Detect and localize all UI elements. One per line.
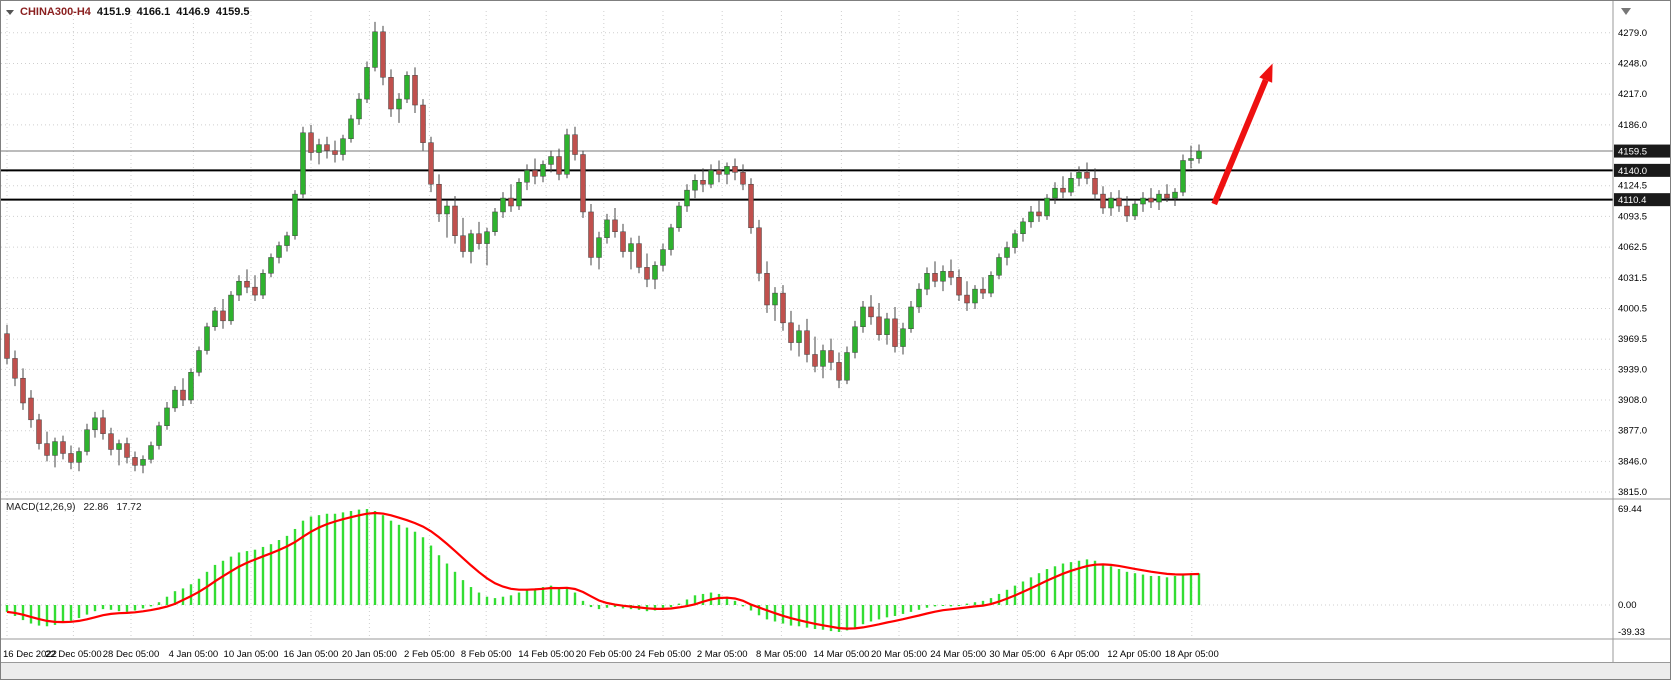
chevron-down-icon[interactable] (6, 9, 14, 15)
grid-layer (1, 11, 1613, 639)
symbol-info: CHINA300-H4 4151.9 4166.1 4146.9 4159.5 (6, 6, 250, 18)
svg-text:0.00: 0.00 (1618, 600, 1637, 611)
svg-text:3908.0: 3908.0 (1618, 395, 1647, 406)
svg-text:10 Jan 05:00: 10 Jan 05:00 (224, 649, 279, 660)
svg-text:20 Jan 05:00: 20 Jan 05:00 (342, 649, 397, 660)
svg-text:14 Mar 05:00: 14 Mar 05:00 (813, 649, 869, 660)
svg-text:4279.0: 4279.0 (1618, 28, 1647, 39)
svg-text:4217.0: 4217.0 (1618, 89, 1647, 100)
candlestick-series (4, 21, 1202, 474)
svg-text:69.44: 69.44 (1618, 504, 1642, 515)
svg-text:3969.5: 3969.5 (1618, 334, 1647, 345)
svg-text:14 Feb 05:00: 14 Feb 05:00 (518, 649, 574, 660)
svg-text:4159.5: 4159.5 (1618, 147, 1647, 158)
svg-text:20 Feb 05:00: 20 Feb 05:00 (576, 649, 632, 660)
svg-text:2 Feb 05:00: 2 Feb 05:00 (404, 649, 455, 660)
quote-open: 4151.9 (96, 6, 131, 18)
axis-labels: 4279.0 4248.0 4217.0 4186.0 4124.5 4093.5 4062… (3, 28, 1647, 660)
svg-text:22 Dec 05:00: 22 Dec 05:00 (45, 649, 102, 660)
svg-text:4110.4: 4110.4 (1618, 195, 1646, 206)
svg-text:8 Mar 05:00: 8 Mar 05:00 (756, 649, 807, 660)
level-price-badge (1614, 163, 1670, 177)
quote-close: 4159.5 (215, 6, 250, 18)
svg-text:4186.0: 4186.0 (1618, 120, 1647, 131)
svg-text:20 Mar 05:00: 20 Mar 05:00 (871, 649, 927, 660)
macd-indicator-label: MACD(12,26,9) 22.86 17.72 (6, 502, 142, 513)
svg-text:8 Feb 05:00: 8 Feb 05:00 (461, 649, 512, 660)
svg-text:28 Dec 05:00: 28 Dec 05:00 (103, 649, 160, 660)
quote-high: 4166.1 (136, 6, 171, 18)
price-badges: 4159.5 4140.0 4110.4 (1614, 144, 1670, 207)
svg-text:12 Apr 05:00: 12 Apr 05:00 (1107, 649, 1161, 660)
current-price-badge (1614, 144, 1670, 158)
macd-signal-value: 17.72 (116, 502, 142, 513)
trend-arrow-annotation[interactable] (1211, 63, 1273, 206)
level-price-badge (1614, 193, 1670, 207)
macd-value: 22.86 (83, 502, 109, 513)
svg-text:4000.5: 4000.5 (1618, 303, 1647, 314)
svg-text:16 Jan 05:00: 16 Jan 05:00 (284, 649, 339, 660)
quote-low: 4146.9 (176, 6, 210, 18)
svg-text:30 Mar 05:00: 30 Mar 05:00 (989, 649, 1045, 660)
svg-text:24 Feb 05:00: 24 Feb 05:00 (635, 649, 691, 660)
chart-shift-icon[interactable] (1621, 8, 1631, 15)
svg-text:4093.5: 4093.5 (1618, 211, 1647, 222)
price-levels-layer[interactable] (1, 150, 1613, 201)
svg-text:18 Apr 05:00: 18 Apr 05:00 (1165, 649, 1219, 660)
svg-text:6 Apr 05:00: 6 Apr 05:00 (1051, 649, 1100, 660)
svg-text:24 Mar 05:00: 24 Mar 05:00 (930, 649, 986, 660)
svg-text:4140.0: 4140.0 (1618, 166, 1647, 177)
svg-text:4031.5: 4031.5 (1618, 273, 1647, 284)
svg-text:4062.5: 4062.5 (1618, 242, 1647, 253)
svg-text:4124.5: 4124.5 (1618, 181, 1647, 192)
macd-signal-line (6, 511, 1200, 630)
svg-text:3877.0: 3877.0 (1618, 426, 1647, 437)
macd-name: MACD(12,26,9) (6, 502, 76, 513)
svg-text:3846.0: 3846.0 (1618, 456, 1647, 467)
svg-text:16 Dec 2022: 16 Dec 2022 (3, 649, 57, 660)
panel-separators (1, 1, 1670, 663)
svg-text:3815.0: 3815.0 (1618, 487, 1647, 498)
window-bottom-bar (1, 662, 1670, 679)
svg-text:-39.33: -39.33 (1618, 627, 1645, 638)
svg-text:3939.0: 3939.0 (1618, 364, 1647, 375)
svg-text:4248.0: 4248.0 (1618, 58, 1647, 69)
svg-text:2 Mar 05:00: 2 Mar 05:00 (697, 649, 748, 660)
svg-text:4 Jan 05:00: 4 Jan 05:00 (169, 649, 219, 660)
arrow-head (1259, 63, 1273, 83)
macd-panel (5, 509, 1201, 632)
symbol-name: CHINA300-H4 (20, 6, 91, 18)
